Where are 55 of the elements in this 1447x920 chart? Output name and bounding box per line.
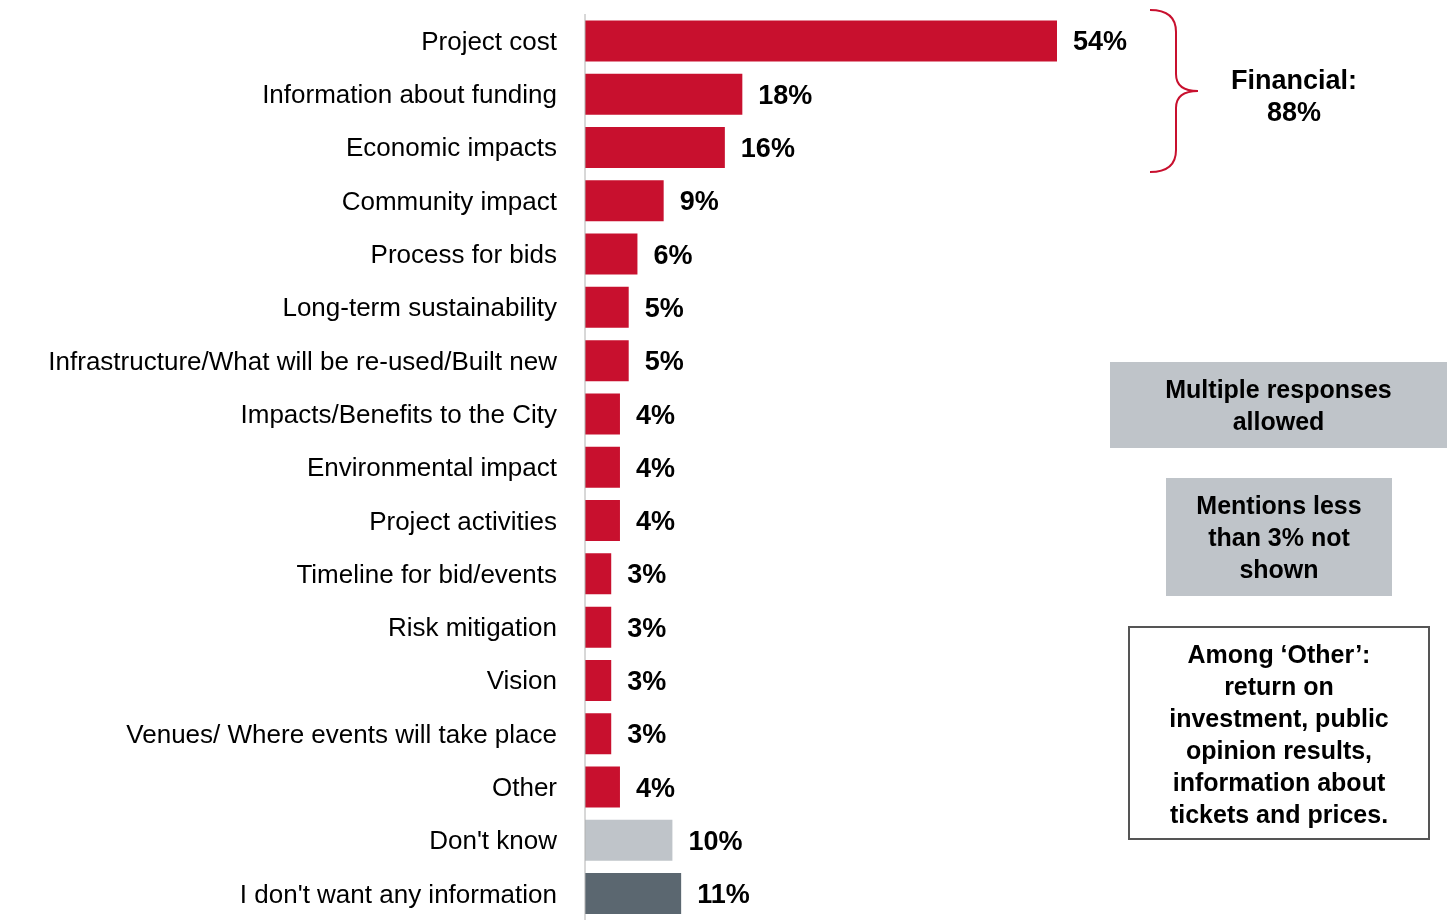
- text: Among ‘Other’: return on investment, public opinion results, information about tickets and prices.: [1128, 626, 1430, 840]
- data-label: 3%: [627, 559, 667, 590]
- data-label: 3%: [627, 666, 667, 697]
- bar: [585, 766, 620, 808]
- data-label: 5%: [644, 292, 684, 323]
- data-label: 6%: [653, 239, 693, 270]
- bar: [585, 659, 612, 701]
- y-tick-label: Environmental impact: [307, 452, 558, 483]
- y-tick-label: Information about funding: [262, 79, 557, 110]
- bar: [585, 20, 1057, 62]
- data-label: 5%: [644, 346, 684, 377]
- data-label: 4%: [635, 399, 675, 430]
- data-label: 3%: [627, 612, 667, 643]
- bar: [585, 873, 682, 915]
- data-label: 11%: [697, 879, 750, 910]
- data-label: 4%: [635, 506, 675, 537]
- y-tick-label: Venues/ Where events will take place: [126, 718, 557, 749]
- y-tick-label: Economic impacts: [346, 132, 557, 163]
- data-label: 16%: [740, 133, 795, 164]
- y-tick-label: Vision: [486, 665, 557, 696]
- bar: [585, 713, 612, 755]
- bar: [585, 819, 673, 861]
- bar: [585, 393, 620, 435]
- data-label: 54%: [1073, 26, 1128, 57]
- y-tick-label: Impacts/Benefits to the City: [240, 398, 557, 429]
- data-label: 3%: [627, 719, 667, 750]
- data-label: 4%: [635, 452, 675, 483]
- data-label: 4%: [635, 772, 675, 803]
- bar: [585, 340, 629, 382]
- data-label: 18%: [758, 79, 813, 110]
- y-tick-label: Long-term sustainability: [282, 292, 557, 323]
- bar: [585, 500, 620, 542]
- bar: [585, 180, 664, 222]
- text: Multiple responses allowed: [1110, 362, 1447, 448]
- y-tick-label: Community impact: [341, 185, 558, 216]
- data-label: 9%: [679, 186, 719, 217]
- bar: [585, 446, 620, 488]
- y-tick-label: Project activities: [369, 505, 557, 536]
- y-tick-label: Other: [491, 771, 558, 802]
- y-tick-label: Don't know: [429, 825, 558, 856]
- y-tick-label: Timeline for bid/events: [296, 558, 557, 589]
- y-tick-label: Risk mitigation: [387, 612, 557, 643]
- bar: [585, 553, 612, 595]
- y-tick-label: Project cost: [421, 25, 558, 56]
- text: Mentions less than 3% not shown: [1166, 478, 1392, 596]
- y-tick-label: I don't want any information: [239, 878, 557, 909]
- y-tick-label: Process for bids: [370, 239, 557, 270]
- bar: [585, 233, 638, 275]
- bar: [585, 73, 743, 115]
- y-tick-label: Infrastructure/What will be re-used/Built new: [48, 345, 558, 376]
- text: Financial: 88%: [1230, 64, 1358, 128]
- bar: [585, 286, 629, 328]
- bar: [585, 606, 612, 648]
- bar: [585, 126, 725, 168]
- data-label: 10%: [688, 825, 743, 856]
